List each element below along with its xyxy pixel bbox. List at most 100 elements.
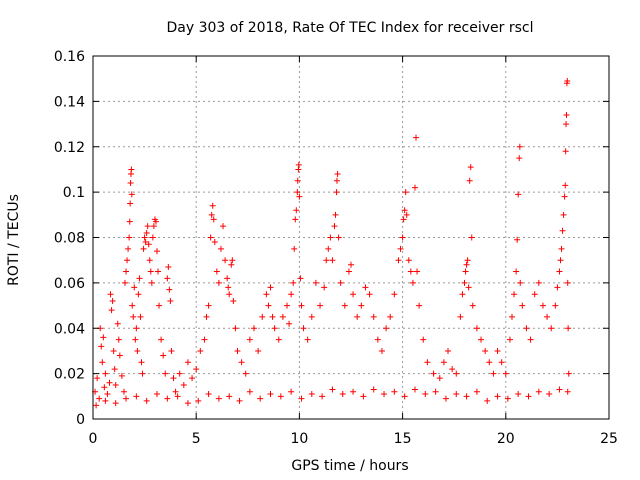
- data-point: [473, 325, 480, 332]
- data-point: [153, 391, 160, 398]
- data-point: [203, 313, 210, 320]
- data-point: [469, 302, 476, 309]
- data-point: [127, 180, 134, 187]
- x-axis-label: GPS time / hours: [291, 458, 408, 474]
- data-point: [293, 207, 300, 214]
- data-point: [374, 336, 381, 343]
- data-point: [205, 302, 212, 309]
- data-point: [457, 313, 464, 320]
- data-point: [312, 279, 319, 286]
- data-point: [401, 207, 408, 214]
- axis-ticks: 0 5 10 15 20 25 0 0.02 0.04 0.06 0.08 0.1 0.12 0.14 0.…: [54, 49, 618, 447]
- data-point: [413, 134, 420, 141]
- data-point: [436, 375, 443, 382]
- data-point: [263, 291, 270, 298]
- data-point: [473, 388, 480, 395]
- data-point: [135, 291, 142, 298]
- data-point: [381, 391, 388, 398]
- data-point: [556, 386, 563, 393]
- data-point: [504, 395, 511, 402]
- data-point: [395, 257, 402, 264]
- data-point: [411, 386, 418, 393]
- data-point: [213, 268, 220, 275]
- data-point: [515, 191, 522, 198]
- data-point: [513, 268, 520, 275]
- data-point: [442, 395, 449, 402]
- data-point: [170, 375, 177, 382]
- data-point: [461, 279, 468, 286]
- data-point: [339, 391, 346, 398]
- data-point: [130, 313, 137, 320]
- y-tick-label: 0.04: [54, 321, 85, 337]
- data-point: [291, 245, 298, 252]
- data-point: [561, 193, 568, 200]
- data-point: [323, 257, 330, 264]
- data-point: [523, 325, 530, 332]
- data-point: [101, 384, 108, 391]
- data-point: [108, 307, 115, 314]
- data-point: [232, 325, 239, 332]
- data-point: [93, 402, 100, 409]
- data-point: [563, 121, 570, 128]
- data-point: [136, 275, 143, 282]
- y-tick-label: 0.06: [54, 276, 85, 292]
- data-point: [432, 388, 439, 395]
- y-axis-label: ROTI / TECUs: [6, 194, 22, 286]
- data-point: [546, 391, 553, 398]
- data-point: [560, 211, 567, 218]
- data-point: [96, 395, 103, 402]
- data-point: [165, 263, 172, 270]
- x-tick-label: 0: [89, 431, 98, 447]
- data-point: [502, 370, 509, 377]
- data-point: [335, 234, 342, 241]
- data-point: [535, 279, 542, 286]
- data-point: [290, 279, 297, 286]
- plot-frame: [92, 55, 610, 420]
- data-point: [294, 177, 301, 184]
- data-point: [142, 239, 149, 246]
- data-point: [420, 336, 427, 343]
- data-point: [465, 284, 472, 291]
- data-point: [400, 216, 407, 223]
- data-point: [138, 359, 145, 366]
- data-point: [226, 393, 233, 400]
- data-point: [160, 352, 167, 359]
- data-point: [238, 359, 245, 366]
- data-point: [174, 393, 181, 400]
- data-point: [120, 388, 127, 395]
- data-point: [275, 336, 282, 343]
- data-point: [168, 347, 175, 354]
- data-point: [143, 397, 150, 404]
- x-tick-label: 5: [192, 431, 201, 447]
- data-point: [230, 298, 237, 305]
- data-point: [563, 111, 570, 118]
- data-point: [298, 395, 305, 402]
- data-point: [440, 359, 447, 366]
- data-point: [508, 313, 515, 320]
- data-point: [366, 291, 373, 298]
- data-point: [126, 234, 133, 241]
- data-point: [383, 325, 390, 332]
- data-point: [139, 370, 146, 377]
- data-point: [129, 302, 136, 309]
- data-point: [111, 366, 118, 373]
- data-point: [267, 284, 274, 291]
- data-point: [552, 302, 559, 309]
- data-point: [166, 286, 173, 293]
- data-point: [286, 320, 293, 327]
- data-point: [259, 313, 266, 320]
- data-point: [133, 393, 140, 400]
- y-tick-label: 0.12: [54, 140, 85, 156]
- data-point: [331, 223, 338, 230]
- y-tick-label: 0.1: [63, 185, 85, 201]
- data-point: [337, 279, 344, 286]
- data-point: [158, 336, 165, 343]
- data-point: [498, 359, 505, 366]
- data-point: [516, 143, 523, 150]
- data-point: [354, 313, 361, 320]
- data-point: [562, 182, 569, 189]
- data-point: [257, 395, 264, 402]
- data-point: [558, 245, 565, 252]
- data-point: [265, 302, 272, 309]
